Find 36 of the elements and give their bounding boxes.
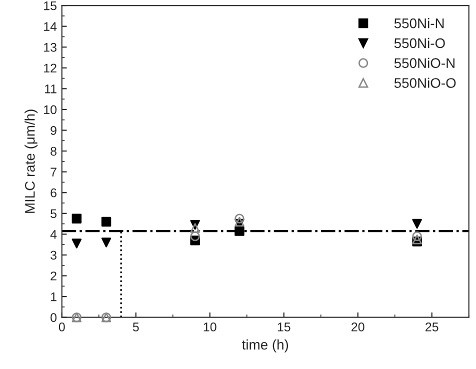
y-tick-label: 8 (50, 146, 56, 156)
y-tick-label: 6 (50, 188, 56, 198)
legend-label: 550NiO-N (394, 58, 454, 68)
point (190, 236, 200, 246)
y-tick-label: 15 (44, 1, 56, 10)
y-tick-label: 5 (50, 209, 56, 218)
y-tick-label: 10 (44, 105, 57, 114)
y-tick-label: 12 (44, 64, 56, 72)
y-tick-label: 3 (50, 250, 56, 260)
x-tick-label: 0 (58, 322, 65, 332)
y-tick-label: 14 (44, 22, 57, 31)
y-tick-label: 11 (44, 84, 56, 94)
y-tick-label: 13 (44, 42, 56, 52)
x-tick-label: 15 (278, 322, 290, 332)
point (190, 223, 200, 233)
x-tick-label: 20 (352, 322, 364, 332)
point (72, 214, 82, 224)
x-axis-title: time (h) (242, 339, 288, 352)
legend-label: 550NiO-O (394, 78, 456, 88)
point (101, 216, 112, 227)
y-axis-title: MILC rate (μm/h) (24, 110, 38, 213)
x-tick-label: 25 (426, 322, 438, 332)
y-tick-label: 9 (50, 126, 56, 135)
y-tick-label: 7 (50, 168, 56, 176)
point (101, 238, 112, 248)
legend-label: 550Ni-O (394, 38, 445, 48)
legend-label: 550Ni-N (394, 18, 444, 28)
y-tick-label: 0 (50, 313, 57, 322)
y-tick-label: 2 (50, 272, 56, 280)
point (72, 238, 82, 248)
point (234, 226, 244, 236)
x-tick-label: 10 (204, 322, 216, 332)
point (412, 218, 422, 229)
y-tick-label: 4 (50, 230, 57, 239)
y-tick-label: 1 (51, 292, 56, 302)
x-tick-label: 5 (132, 322, 139, 332)
